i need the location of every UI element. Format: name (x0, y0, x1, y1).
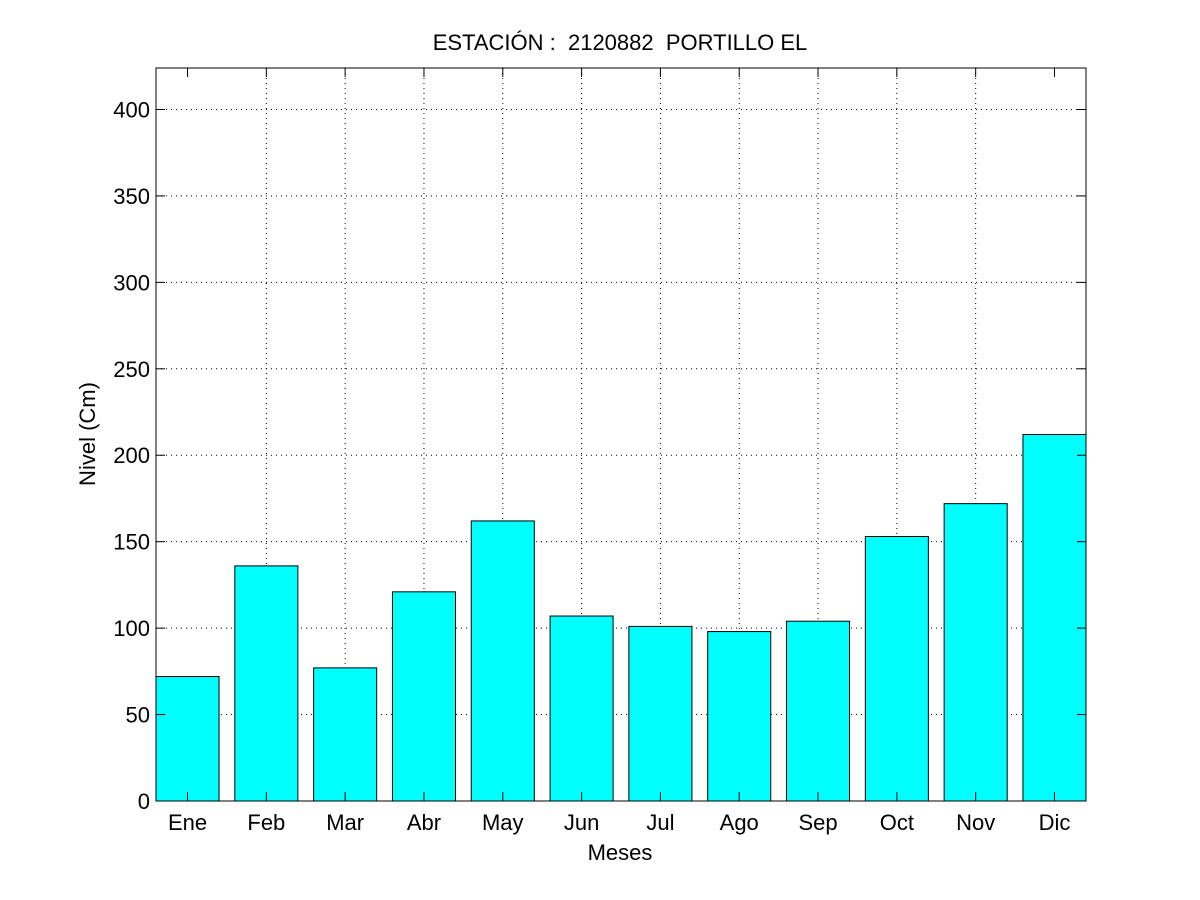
x-tick-label: Mar (326, 810, 364, 835)
bar-oct (864, 535, 929, 802)
x-tick-label: Abr (407, 810, 441, 835)
x-tick-label: Ago (720, 810, 759, 835)
x-tick-label: Sep (798, 810, 837, 835)
x-tick-label: Dic (1039, 810, 1071, 835)
bar-dic (1022, 434, 1087, 802)
x-tick-label: Feb (247, 810, 285, 835)
bar-nov (943, 503, 1008, 802)
y-tick-label: 200 (113, 443, 150, 468)
x-axis-label: Meses (588, 840, 653, 865)
chart-title: ESTACIÓN : 2120882 PORTILLO EL (433, 30, 808, 55)
x-axis-ticks: Ene Feb Mar Abr May Jun Jul Ago Sep Oct Nov Dic (168, 68, 1070, 835)
y-tick-label: 100 (113, 616, 150, 641)
x-tick-label: Ene (168, 810, 207, 835)
y-tick-label: 350 (113, 184, 150, 209)
bar-abr (391, 591, 456, 802)
y-tick-label: 0 (138, 789, 150, 814)
y-tick-label: 250 (113, 357, 150, 382)
bar-ago (707, 631, 772, 802)
y-tick-label: 50 (126, 703, 150, 728)
bars (155, 434, 1087, 802)
bar-sep (786, 620, 851, 802)
bar-jun (549, 615, 614, 802)
y-axis-label: Nivel (Cm) (75, 382, 100, 486)
x-tick-label: May (482, 810, 524, 835)
bar-feb (234, 565, 299, 802)
bar-mar (313, 667, 378, 802)
y-tick-label: 150 (113, 530, 150, 555)
x-tick-label: Oct (880, 810, 914, 835)
x-tick-label: Nov (956, 810, 995, 835)
x-tick-label: Jul (646, 810, 674, 835)
x-tick-label: Jun (564, 810, 599, 835)
bar-jul (628, 625, 693, 802)
y-tick-label: 400 (113, 97, 150, 122)
y-tick-label: 300 (113, 270, 150, 295)
plot-area-frame (155, 67, 1087, 802)
bar-ene (155, 676, 220, 802)
y-axis-ticks: 0 50 100 150 200 250 300 350 400 (113, 97, 1086, 814)
bar-may (470, 520, 535, 802)
